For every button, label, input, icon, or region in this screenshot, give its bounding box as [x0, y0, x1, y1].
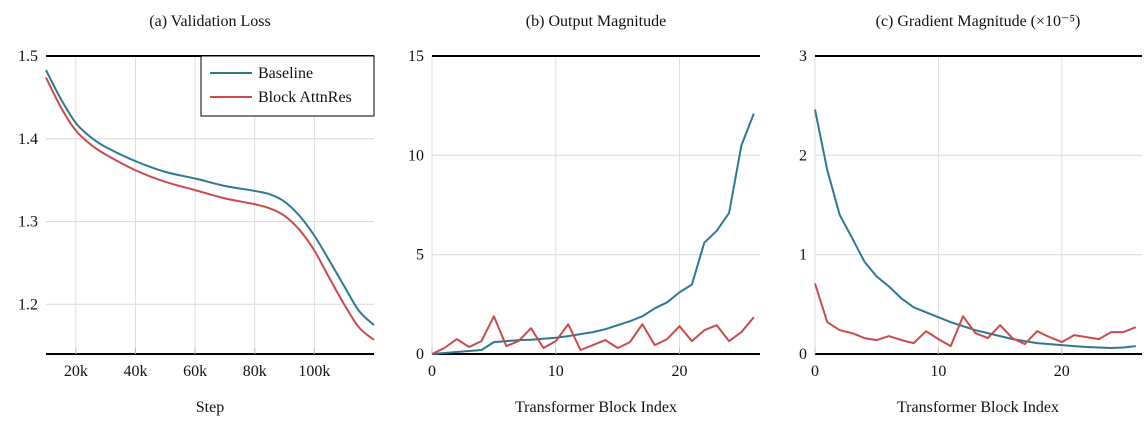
panel-title: (a) Validation Loss [149, 13, 270, 30]
legend: Baseline Block AttnRes [200, 55, 375, 117]
y-tick-label: 15 [408, 48, 424, 65]
series-line-block-attnres [431, 315, 755, 355]
x-axis-label: Transformer Block Index [897, 399, 1059, 416]
y-tick-label: 1.5 [18, 48, 38, 65]
x-tick-label: 20 [672, 363, 688, 380]
y-tick-label: 3 [799, 48, 807, 65]
y-tick-label: 10 [408, 147, 424, 164]
y-tick-label: 2 [799, 147, 807, 164]
y-tick-label: 0 [799, 346, 807, 363]
x-tick-label: 10 [930, 363, 946, 380]
x-tick-label: 20 [1054, 363, 1070, 380]
x-tick-label: 0 [811, 363, 819, 380]
x-tick-label: 0 [428, 363, 436, 380]
x-axis-label: Step [196, 399, 224, 416]
grid [431, 56, 760, 354]
y-tick-label: 0 [416, 346, 424, 363]
panel-title: (c) Gradient Magnitude (×10⁻⁵) [876, 13, 1081, 30]
y-tick-label: 5 [416, 247, 424, 264]
series-line-baseline [45, 69, 375, 326]
panel-a: (a) Validation Loss 1.2 1.3 1.4 1.5 20k 40k 60k… [18, 13, 375, 416]
panel-c: (c) Gradient Magnitude (×10⁻⁵) 0 1 2 3 0 10 20 T… [799, 13, 1142, 416]
x-tick-label: 20k [64, 363, 88, 380]
panel-title: (b) Output Magnitude [526, 13, 666, 30]
legend-label: Baseline [258, 65, 313, 82]
y-tick-label: 1.2 [18, 296, 38, 313]
panel-b: (b) Output Magnitude 0 5 10 15 0 10 20 Transform… [408, 13, 760, 416]
y-tick-label: 1.3 [18, 214, 38, 231]
series-line-baseline [814, 109, 1136, 349]
x-tick-label: 10 [548, 363, 564, 380]
series-line-block-attnres [814, 283, 1137, 348]
x-tick-label: 60k [183, 363, 207, 380]
legend-label: Block AttnRes [258, 89, 352, 106]
x-tick-label: 80k [243, 363, 267, 380]
x-axis-label: Transformer Block Index [515, 399, 677, 416]
series-line-block-attnres [45, 77, 375, 341]
grid [814, 56, 1142, 354]
y-tick-label: 1.4 [18, 131, 38, 148]
x-tick-label: 40k [123, 363, 147, 380]
y-tick-label: 1 [799, 247, 807, 264]
series-line-baseline [431, 113, 755, 355]
x-tick-label: 100k [298, 363, 330, 380]
